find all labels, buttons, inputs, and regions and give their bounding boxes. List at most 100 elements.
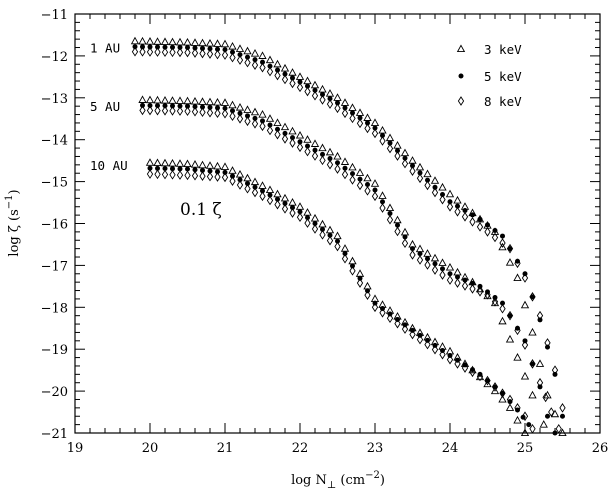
triangle-marker xyxy=(370,179,380,187)
y-tick-label: −12 xyxy=(41,50,68,65)
triangle-marker xyxy=(393,215,402,224)
diamond-marker xyxy=(364,185,371,196)
triangle-marker xyxy=(513,273,522,282)
circle-marker xyxy=(417,170,423,176)
diamond-marker xyxy=(491,296,499,307)
triangle-marker xyxy=(318,219,327,228)
triangle-marker xyxy=(438,182,447,191)
diamond-marker xyxy=(161,105,169,116)
diamond-marker xyxy=(409,250,416,260)
diamond-marker xyxy=(266,66,274,77)
triangle-marker xyxy=(400,148,410,157)
triangle-marker xyxy=(445,189,455,198)
diamond-marker xyxy=(326,99,334,109)
diamond-marker xyxy=(221,50,229,60)
triangle-marker xyxy=(213,97,222,106)
diamond-marker xyxy=(206,107,214,118)
triangle-marker xyxy=(145,95,155,104)
diamond-marker xyxy=(199,107,206,118)
diamond-marker xyxy=(161,169,169,180)
y-tick-label: −11 xyxy=(41,8,68,23)
diamond-marker xyxy=(221,108,229,119)
x-tick-label: 22 xyxy=(292,441,309,456)
circle-marker xyxy=(470,212,475,218)
diamond-marker xyxy=(364,123,371,134)
circle-marker xyxy=(237,177,243,183)
diamond-marker xyxy=(191,48,199,58)
diamond-marker xyxy=(439,194,446,205)
diamond-marker xyxy=(416,334,424,345)
triangle-marker xyxy=(258,110,267,118)
diamond-marker xyxy=(139,47,146,57)
circle-marker xyxy=(305,215,310,221)
diamond-marker xyxy=(461,211,469,222)
circle-marker xyxy=(365,120,370,126)
circle-marker xyxy=(402,234,408,240)
diamond-marker xyxy=(454,278,461,288)
triangle-marker xyxy=(378,191,387,199)
triangle-marker xyxy=(235,102,245,111)
diamond-marker xyxy=(401,158,409,169)
y-axis-label-close: ) xyxy=(7,189,22,194)
diamond-marker xyxy=(454,206,461,217)
triangle-marker xyxy=(445,346,455,355)
triangle-marker xyxy=(288,198,297,206)
circle-marker xyxy=(297,209,303,215)
triangle-marker xyxy=(385,133,395,142)
circle-marker xyxy=(222,105,228,111)
triangle-marker xyxy=(205,38,215,47)
triangle-marker xyxy=(370,294,380,302)
circle-marker xyxy=(230,49,235,55)
triangle-marker xyxy=(303,135,312,143)
triangle-marker xyxy=(325,147,335,156)
diamond-marker xyxy=(191,170,199,181)
circle-marker xyxy=(275,67,280,73)
y-tick-label: −20 xyxy=(41,385,68,400)
x-axis-label: log N⊥ (cm−2) xyxy=(291,470,385,491)
diamond-marker xyxy=(476,286,484,297)
diamond-marker xyxy=(334,103,341,114)
diamond-marker xyxy=(296,82,304,93)
triangle-marker xyxy=(213,39,222,47)
triangle-marker xyxy=(423,249,432,257)
diamond-marker xyxy=(214,172,221,182)
circle-marker xyxy=(200,167,205,173)
circle-marker xyxy=(312,87,318,93)
diamond-marker xyxy=(416,173,424,184)
y-tick-label: −19 xyxy=(41,343,68,358)
circle-marker xyxy=(267,63,273,69)
triangle-marker xyxy=(348,162,357,171)
triangle-marker xyxy=(130,36,140,45)
diamond-marker xyxy=(514,325,521,336)
diamond-marker xyxy=(521,273,529,283)
circle-marker xyxy=(132,44,138,50)
circle-marker xyxy=(515,325,520,331)
circle-marker xyxy=(230,108,235,114)
triangle-marker xyxy=(258,181,267,189)
triangle-marker xyxy=(183,159,192,168)
diamond-marker xyxy=(461,281,469,291)
diamond-marker xyxy=(469,284,476,294)
circle-marker xyxy=(327,156,333,162)
triangle-marker xyxy=(355,108,365,116)
diamond-marker xyxy=(379,136,386,146)
circle-marker xyxy=(260,188,265,194)
triangle-marker xyxy=(190,38,200,46)
diamond-marker xyxy=(548,407,555,417)
circle-marker xyxy=(297,79,303,85)
circle-marker xyxy=(395,222,400,228)
circle-marker xyxy=(245,180,250,186)
diamond-marker xyxy=(491,232,499,243)
triangle-marker xyxy=(220,162,230,170)
triangle-marker xyxy=(198,160,207,169)
legend-label: 3 keV xyxy=(484,42,522,57)
diamond-marker xyxy=(266,195,274,206)
circle-marker xyxy=(327,96,333,102)
y-axis-label-main: log ζ (s xyxy=(7,209,22,256)
triangle-marker xyxy=(453,195,462,204)
circle-marker xyxy=(147,165,153,171)
x-tick-label: 23 xyxy=(367,441,384,456)
triangle-marker xyxy=(310,80,320,89)
diamond-marker xyxy=(304,218,311,228)
x-tick-label: 19 xyxy=(67,441,84,456)
